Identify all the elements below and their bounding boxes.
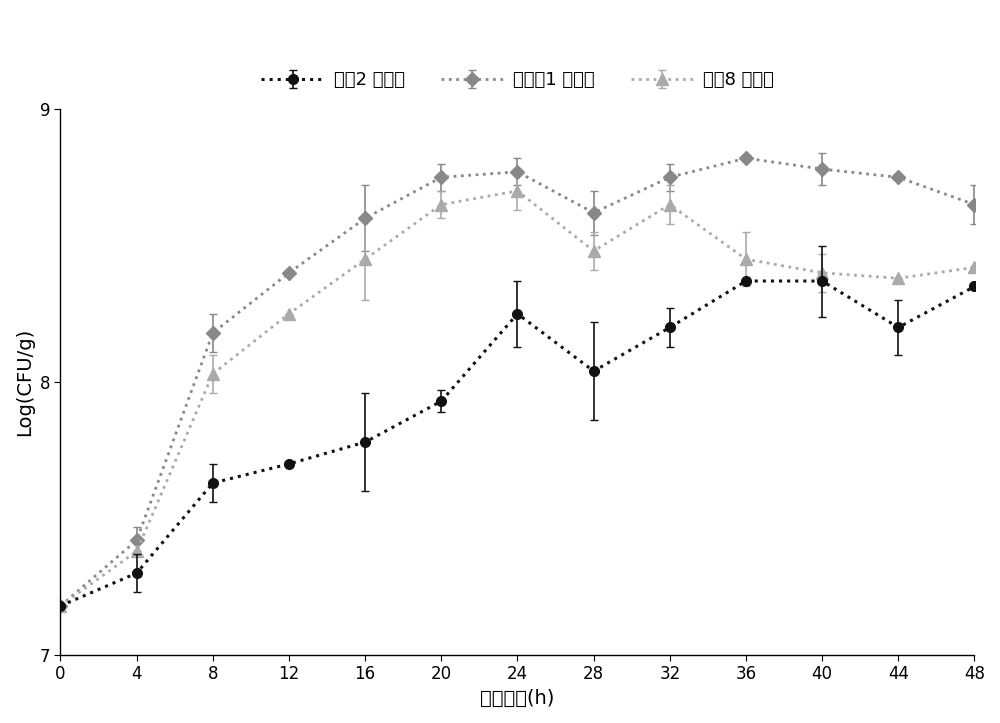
Legend: 对比2 活菌数, 实施入1 活菌数, 对比8 活菌数: 对比2 活菌数, 实施入1 活菌数, 对比8 活菌数: [256, 66, 779, 95]
X-axis label: 发酵时间(h): 发酵时间(h): [480, 689, 555, 708]
Y-axis label: Log(CFU/g): Log(CFU/g): [15, 328, 34, 436]
